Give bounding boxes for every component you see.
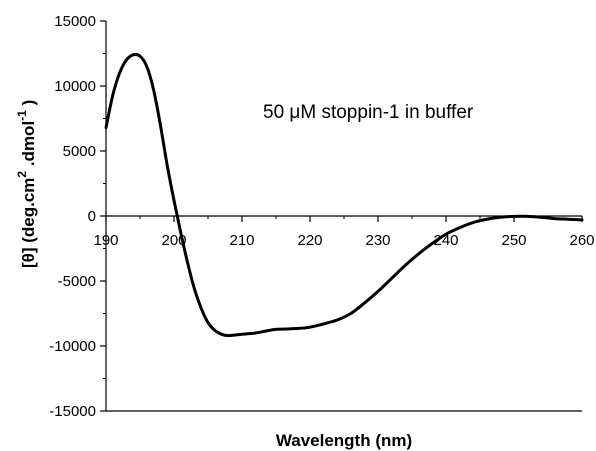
y-tick-label: -5000 xyxy=(58,273,96,290)
x-tick-label: 220 xyxy=(297,232,322,249)
y-tick-label: 0 xyxy=(88,208,96,225)
x-tick-label: 210 xyxy=(229,232,254,249)
y-tick-label: -15000 xyxy=(49,403,96,420)
y-axis-title: [θ] (deg.cm2 .dmol-1 ) xyxy=(15,100,38,268)
y-tick-label: 5000 xyxy=(63,143,96,160)
x-axis-ticks: 190 200 210 220 230 240 250 260 xyxy=(93,216,595,249)
y-axis-title-end: ) xyxy=(19,100,38,110)
y-axis-title-mid: .dmol xyxy=(19,121,38,171)
y-axis-ticks: 15000 10000 5000 0 -5000 -10000 -15000 xyxy=(49,13,106,420)
x-tick-label: 250 xyxy=(501,232,526,249)
chart-annotation: 50 μM stoppin-1 in buffer xyxy=(263,102,474,123)
y-axis-title-sup2: -1 xyxy=(15,110,29,121)
y-tick-label: 15000 xyxy=(54,13,96,30)
x-tick-label: 230 xyxy=(365,232,390,249)
x-tick-label: 240 xyxy=(433,232,458,249)
x-tick-label: 260 xyxy=(569,232,594,249)
y-axis-title-sup1: 2 xyxy=(15,171,29,178)
x-axis-title: Wavelength (nm) xyxy=(276,431,412,450)
y-tick-label: -10000 xyxy=(49,338,96,355)
series-line xyxy=(104,52,584,338)
y-tick-label: 10000 xyxy=(54,78,96,95)
y-axis-title-main: [θ] (deg.cm xyxy=(19,178,38,268)
